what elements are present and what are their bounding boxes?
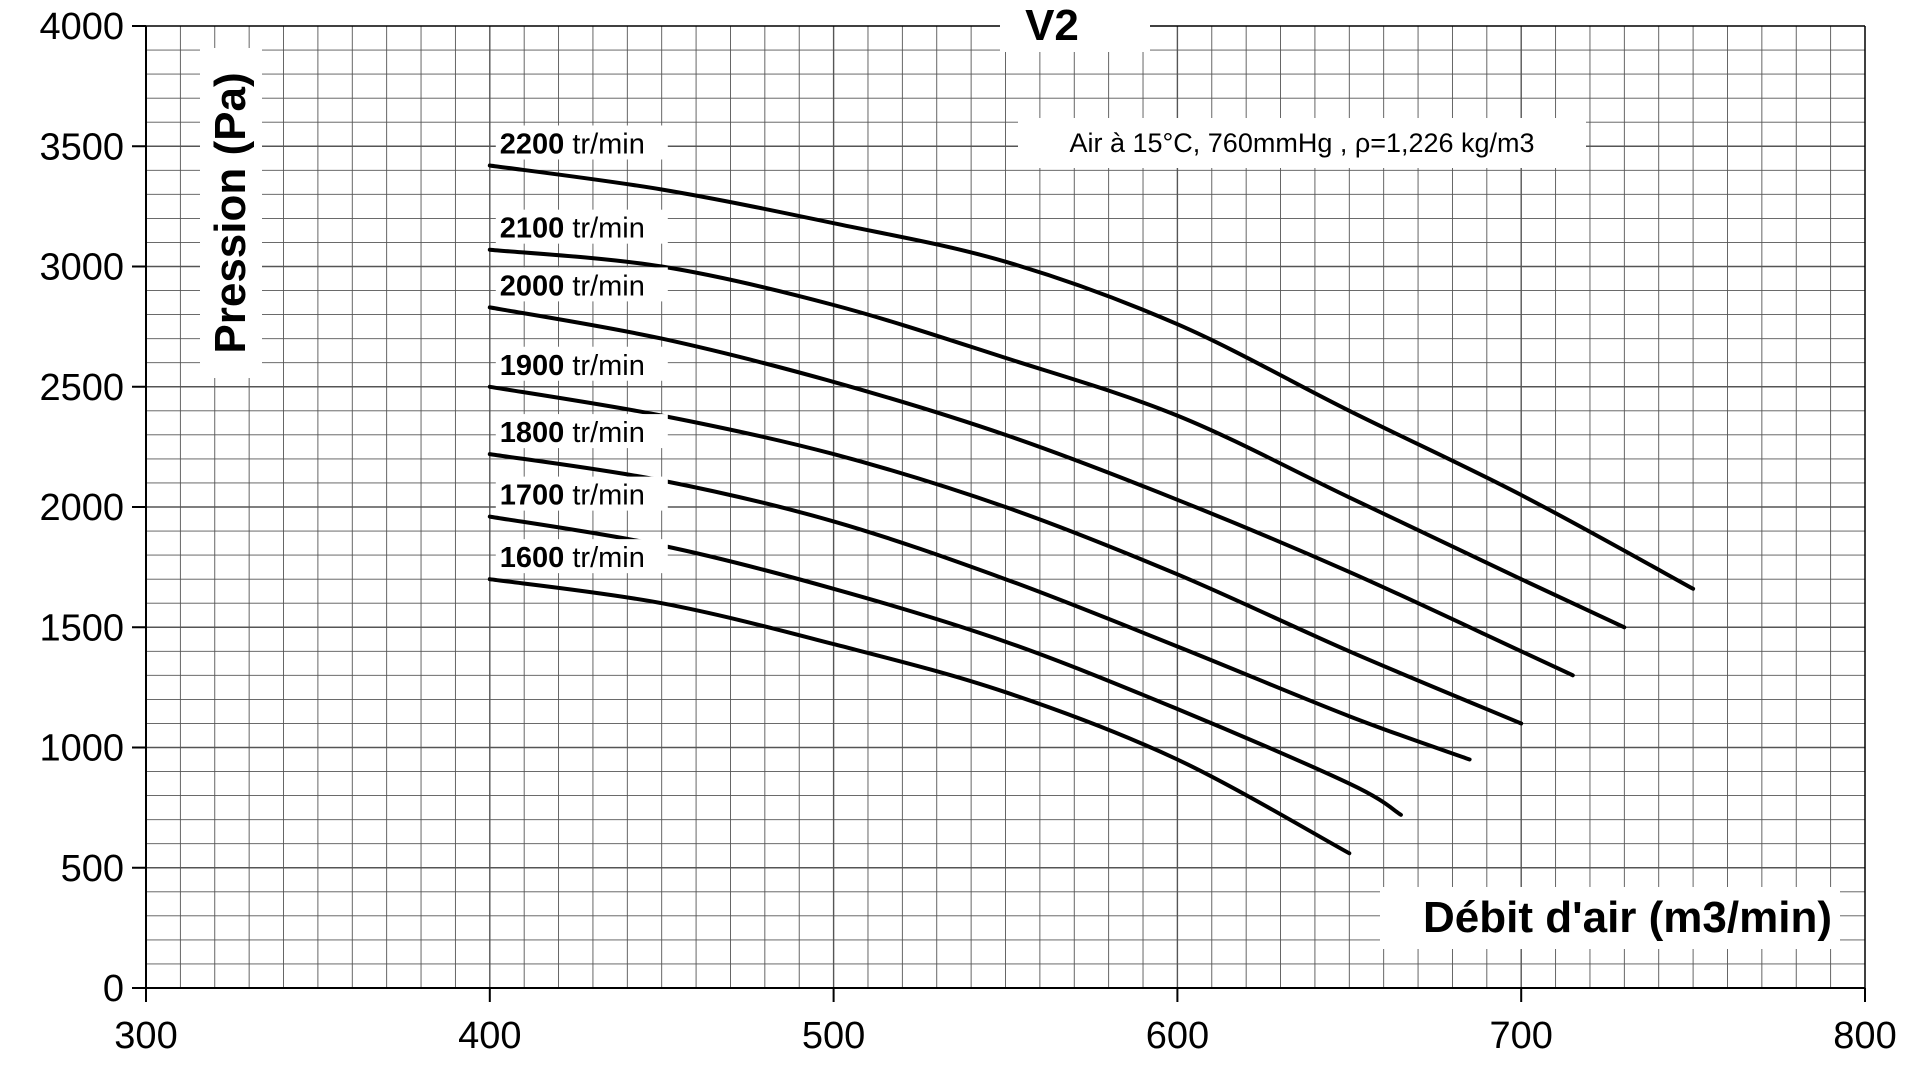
chart-title: V2	[1025, 1, 1079, 50]
y-tick-label: 2500	[39, 367, 124, 409]
y-tick-label: 3500	[39, 126, 124, 168]
y-axis-title-backdrop	[200, 48, 262, 378]
x-tick-labels: 300 400 500 600 700 800	[114, 1015, 1896, 1057]
series-label-unit: tr/min	[564, 480, 645, 512]
series-label-unit: tr/min	[564, 417, 645, 449]
series-label-2000: 2000 tr/min	[500, 270, 645, 302]
series-label-value: 2100	[500, 213, 565, 245]
x-tick-label: 500	[802, 1015, 865, 1057]
series-label-value: 2000	[500, 270, 565, 302]
series-label-unit: tr/min	[564, 270, 645, 302]
series-label-unit: tr/min	[564, 213, 645, 245]
series-label-1800: 1800 tr/min	[500, 417, 645, 449]
series-label-value: 1700	[500, 480, 565, 512]
series-line-2200	[487, 163, 1696, 591]
series-label-backdrop	[495, 267, 668, 302]
series-label-unit: tr/min	[564, 128, 645, 160]
y-tick-label: 0	[103, 968, 124, 1010]
series-label-backdrop	[495, 476, 668, 511]
series-label-backdrop	[495, 346, 668, 381]
y-tick-label: 1000	[39, 728, 124, 770]
series-label-unit: tr/min	[564, 350, 645, 382]
x-tick-label: 800	[1833, 1015, 1896, 1057]
x-tick-label: 600	[1146, 1015, 1209, 1057]
series-label-value: 1600	[500, 542, 565, 574]
series-label-backdrop	[495, 414, 668, 449]
conditions-annotation: Air à 15°C, 760mmHg , ρ=1,226 kg/m3	[1069, 128, 1534, 158]
series-label-2100: 2100 tr/min	[500, 213, 645, 245]
y-tick-label: 500	[61, 848, 124, 890]
x-tick-label: 700	[1489, 1015, 1552, 1057]
y-tick-label: 3000	[39, 247, 124, 289]
series-line-2100	[487, 247, 1627, 630]
series-label-1700: 1700 tr/min	[500, 480, 645, 512]
series-line-1600	[487, 577, 1352, 856]
series-label-value: 2200	[500, 128, 565, 160]
title-backdrop	[1000, 0, 1150, 52]
y-tick-label: 2000	[39, 487, 124, 529]
x-tick-label: 400	[458, 1015, 521, 1057]
y-tick-labels: 0 500 1000 1500 2000 2500 3000 3500 4000	[39, 6, 124, 1010]
series-lines	[487, 163, 1696, 856]
series-label-2200: 2200 tr/min	[500, 128, 645, 160]
series-label-value: 1900	[500, 350, 565, 382]
series-label-unit: tr/min	[564, 542, 645, 574]
y-tick-label: 1500	[39, 607, 124, 649]
series-line-2000	[487, 305, 1575, 678]
series-label-1600: 1600 tr/min	[500, 542, 645, 574]
x-tick-label: 300	[114, 1015, 177, 1057]
y-tick-label: 4000	[39, 6, 124, 48]
series-label-backdrop	[495, 209, 668, 244]
x-axis-title: Débit d'air (m3/min)	[1423, 893, 1832, 942]
annotation-backdrop	[1018, 118, 1586, 168]
series-label-backdrop	[495, 539, 668, 574]
series-label-1900: 1900 tr/min	[500, 350, 645, 382]
x-axis-title-backdrop	[1380, 887, 1840, 949]
y-axis-title: Pression (Pa)	[206, 72, 255, 353]
series-label-value: 1800	[500, 417, 565, 449]
series-label-backdrop	[495, 125, 668, 160]
